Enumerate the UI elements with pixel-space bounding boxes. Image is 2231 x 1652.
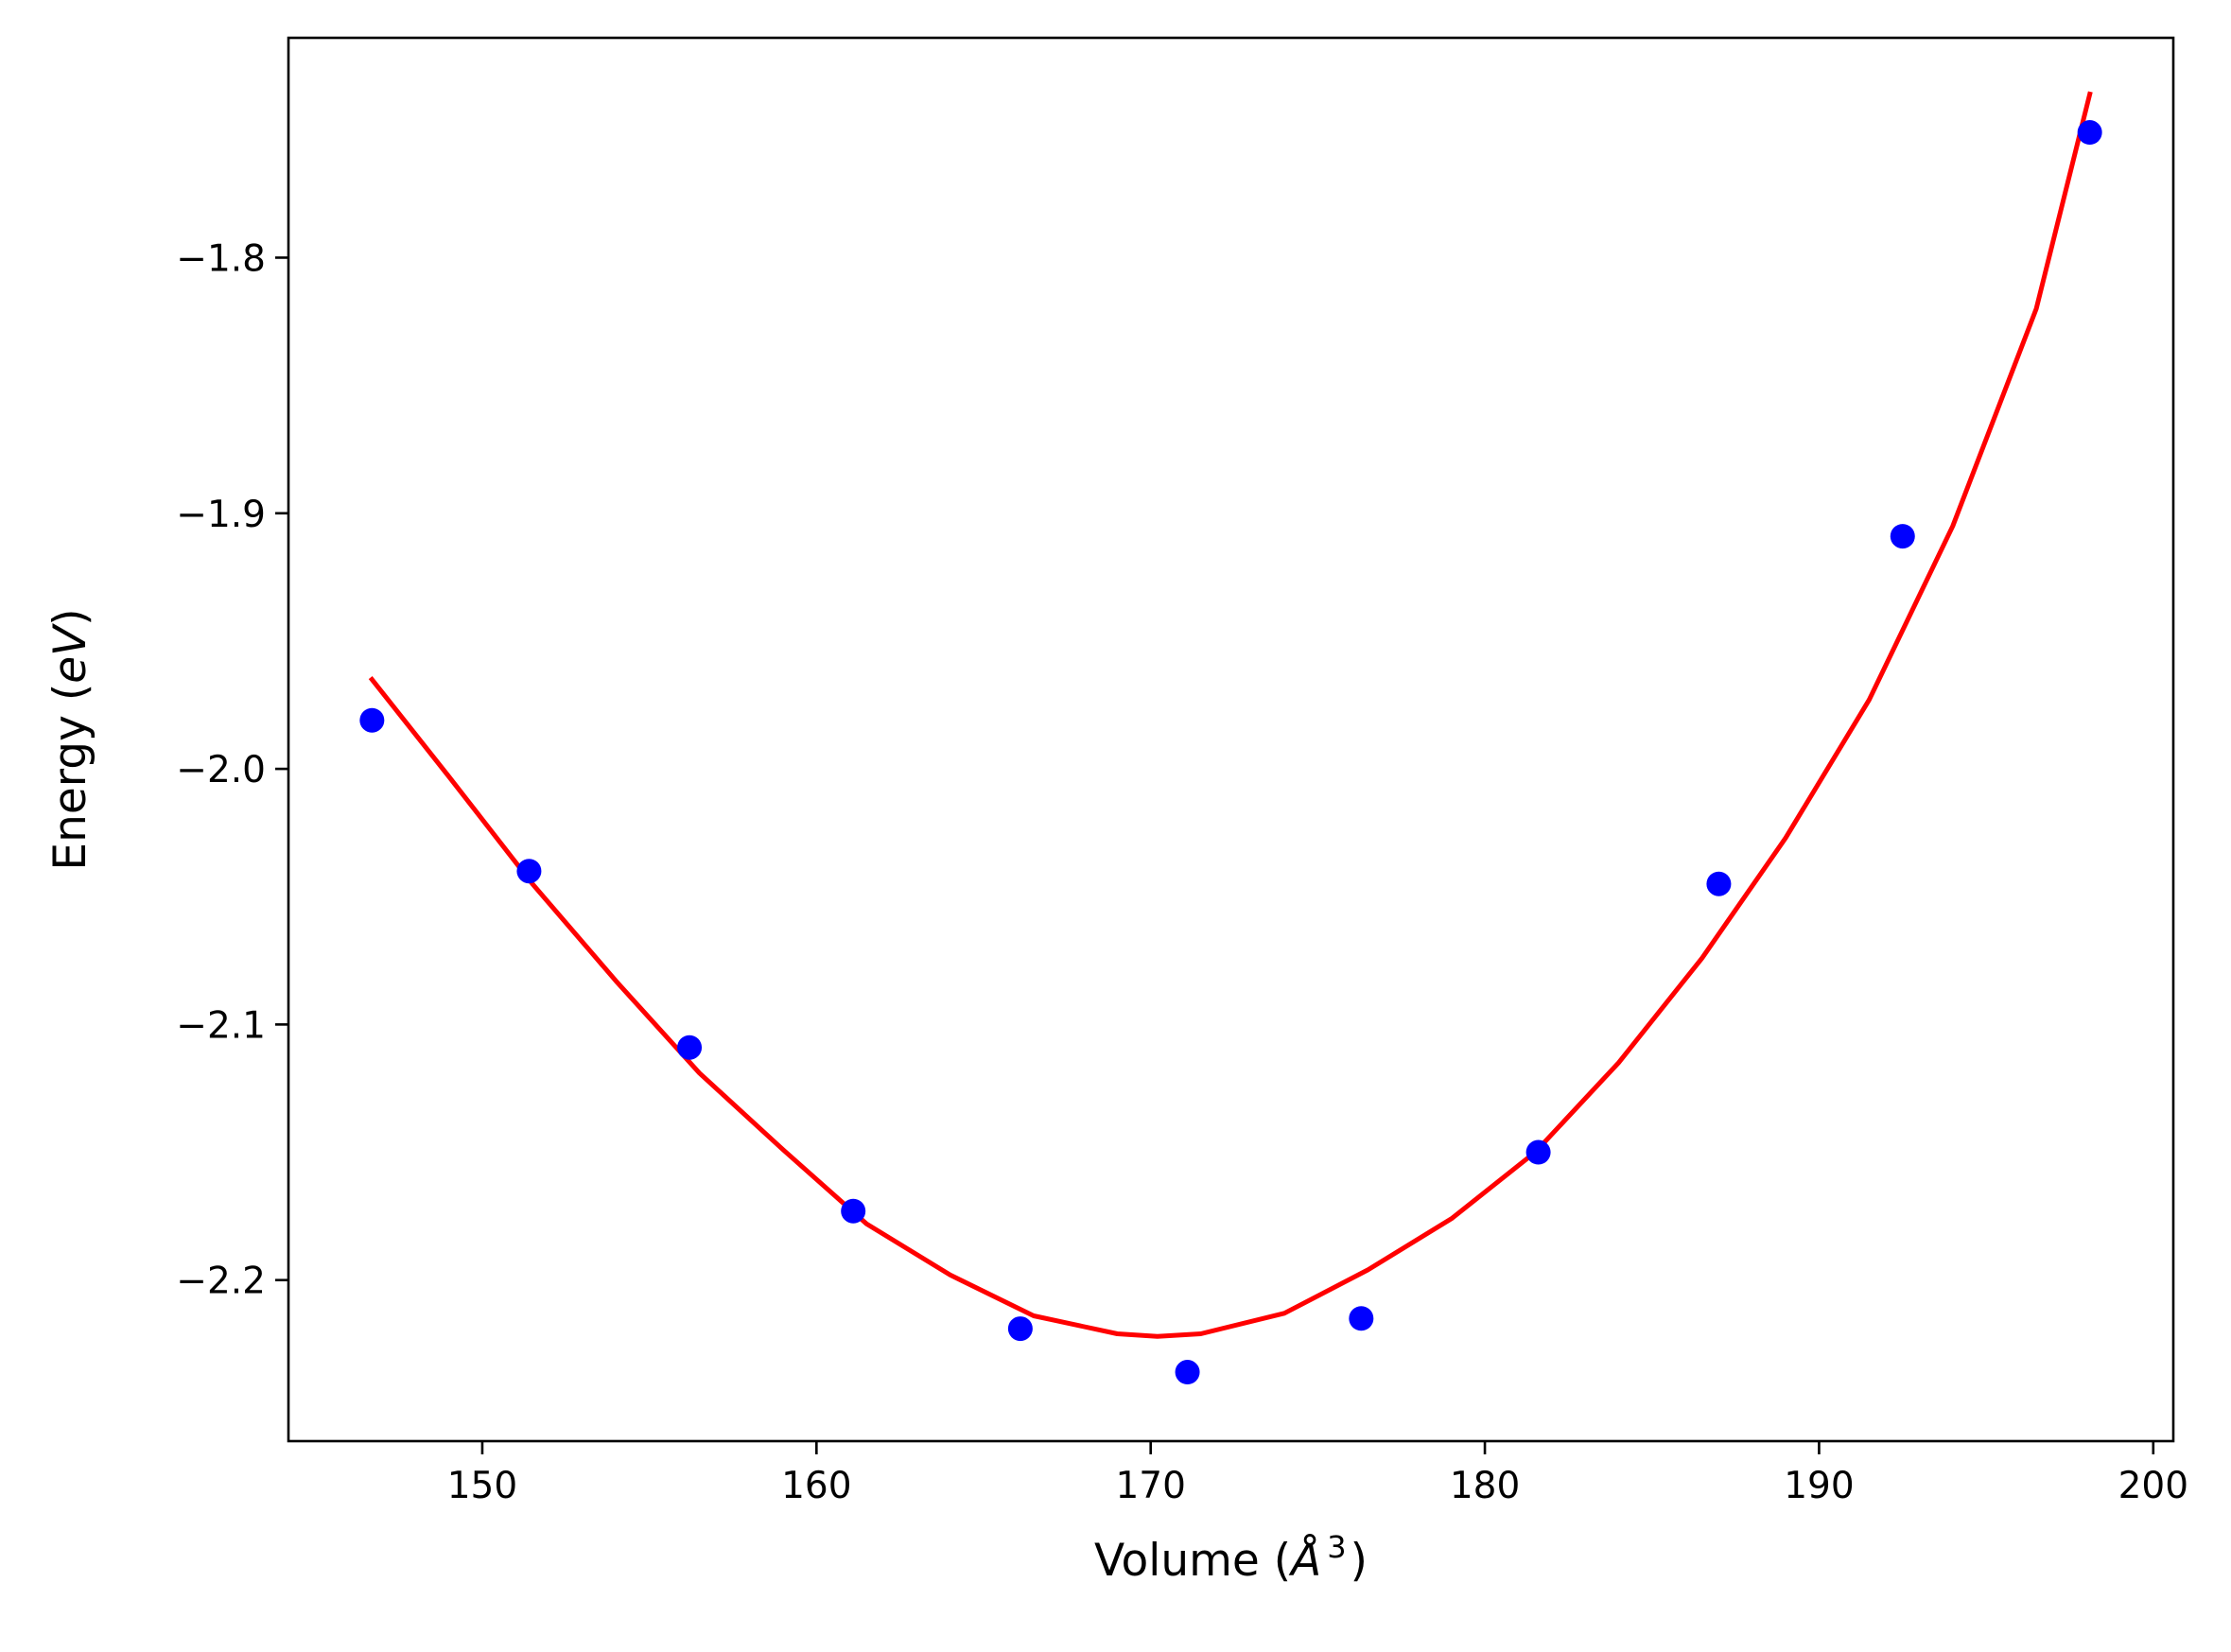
- x-tick-label: 180: [1450, 1465, 1520, 1507]
- x-axis-label-prefix: Volume (: [1094, 1535, 1291, 1587]
- x-tick-label: 170: [1115, 1465, 1185, 1507]
- y-tick-label: −1.9: [176, 494, 266, 536]
- data-point: [516, 859, 542, 884]
- data-point: [1007, 1316, 1033, 1342]
- plot-frame: [287, 36, 2175, 1443]
- y-tick-label: −2.0: [176, 749, 266, 791]
- y-axis-label-unit: eV: [44, 623, 96, 684]
- y-tick-label: −2.2: [176, 1261, 266, 1303]
- x-tick-label: 200: [2118, 1465, 2188, 1507]
- data-point: [1706, 871, 1732, 896]
- y-axis-label-suffix: ): [44, 608, 96, 625]
- data-point: [359, 707, 385, 733]
- plot-area: [359, 91, 2102, 1385]
- x-axis-label-exponent: 3: [1327, 1529, 1346, 1565]
- x-axis-label-unit: Å: [1288, 1535, 1321, 1587]
- data-point: [1175, 1360, 1200, 1385]
- y-tick-label: −1.8: [176, 237, 266, 280]
- y-axis-label: Energy (eV): [44, 608, 96, 870]
- y-tick-label: −2.1: [176, 1004, 266, 1047]
- fit-curve: [368, 91, 2093, 1339]
- x-tick-label: 160: [781, 1465, 851, 1507]
- y-axis-label-prefix: Energy (: [44, 684, 96, 871]
- data-point: [677, 1035, 703, 1060]
- data-point: [841, 1198, 866, 1224]
- x-tick-label: 150: [447, 1465, 517, 1507]
- data-point: [1890, 524, 1915, 549]
- x-axis-label: Volume (Å 3): [1094, 1529, 1368, 1587]
- x-tick-label: 190: [1784, 1465, 1854, 1507]
- x-axis-label-suffix: ): [1351, 1535, 1368, 1587]
- ticks: 150 160 170 180 190 200 −2.2 −2.1 −2.0 −1.9 −1.8: [176, 237, 2188, 1507]
- data-point: [1349, 1306, 1374, 1331]
- data-point: [1525, 1139, 1551, 1165]
- data-point: [2077, 120, 2102, 146]
